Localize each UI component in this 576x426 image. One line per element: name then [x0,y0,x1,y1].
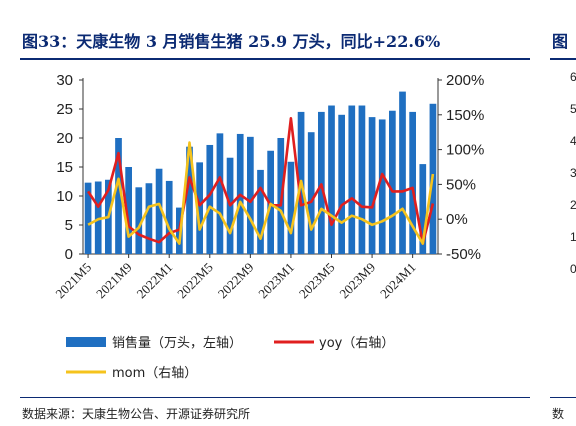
next-panel-tick-fragment: 4 [570,134,576,148]
right-tick-label: -50% [446,246,481,263]
next-panel-tick-fragment: 2 [570,198,576,212]
left-tick-label: 15 [56,159,73,176]
x-tick-label: 2022M9 [215,260,257,302]
source-note: 数据来源：天康生物公告、开源证券研究所 [22,407,251,421]
mom-line [87,141,435,245]
sales-bar [247,136,254,254]
x-tick-label: 2024M1 [377,260,419,302]
left-tick-label: 25 [56,101,73,118]
legend-label-sales: 销售量（万头，左轴） [112,335,242,351]
sales-bar [257,169,264,254]
legend-swatch-sales [66,337,106,347]
sales-bar [125,167,132,254]
sales-bar [84,182,92,254]
sales-bar [307,132,315,254]
right-tick-label: 50% [446,176,476,193]
sales-bar [358,105,366,255]
sales-bar [318,111,325,255]
right-tick-label: 100% [446,142,484,159]
sales-bar [267,150,274,254]
right-tick-label: 0% [446,211,468,228]
sales-bar [378,119,386,254]
next-panel-source-fragment: 数 [552,407,565,421]
left-tick-label: 5 [65,217,73,234]
sales-bar [155,168,163,254]
sales-bar [328,105,335,255]
next-panel-tick-fragment: 0 [570,262,576,276]
x-tick-label: 2023M5 [296,260,338,302]
yoy-line [87,117,435,245]
legend-label-yoy: yoy（右轴） [319,336,394,351]
x-tick-label: 2022M5 [174,260,216,302]
sales-bar [368,117,376,255]
sales-bar [115,138,122,254]
next-panel-tick-fragment: 3 [570,166,576,180]
sales-bar [135,187,143,254]
next-panel-tick-fragment: 5 [570,102,576,116]
sales-bar [186,146,193,254]
sales-bar [399,91,406,254]
sales-bar [165,180,173,254]
sales-bar [348,105,356,255]
sales-bar [145,183,153,254]
legend-label-mom: mom（右轴） [112,366,197,381]
right-tick-label: 200% [446,72,484,89]
sales-bar [94,181,102,254]
sales-bar [338,114,345,254]
sales-bar [216,133,224,254]
title-rule [20,58,530,60]
legend: 销售量（万头，左轴） yoy（右轴） mom（右轴） [66,335,394,381]
x-tick-label: 2021M5 [52,260,94,302]
left-tick-label: 10 [56,188,73,205]
lines-layer [87,117,435,245]
next-panel-tick-fragment: 1 [570,230,576,244]
x-tick-label: 2023M9 [336,260,378,302]
sales-bar [409,111,416,255]
left-tick-label: 30 [56,72,73,89]
x-tick-label: 2021M9 [93,260,135,302]
sales-bar [287,161,295,254]
sales-bar [206,144,214,254]
source-rule [20,397,530,398]
left-tick-label: 20 [56,130,73,147]
sales-bar [196,162,203,254]
x-tick-label: 2023M1 [255,260,297,302]
right-tick-label: 150% [446,107,484,124]
sales-bar [389,110,396,255]
next-panel-tick-fragment: 6 [570,70,576,84]
x-tick-label: 2022M1 [134,260,176,302]
next-panel-title-fragment: 图 [552,32,569,51]
sales-bar [419,164,427,254]
left-tick-label: 0 [65,246,73,263]
next-panel-source-rule [550,397,576,398]
next-panel-title-rule [550,58,576,60]
figure-title: 图33：天康生物 3 月销售生猪 25.9 万头，同比+22.6% [22,32,441,51]
